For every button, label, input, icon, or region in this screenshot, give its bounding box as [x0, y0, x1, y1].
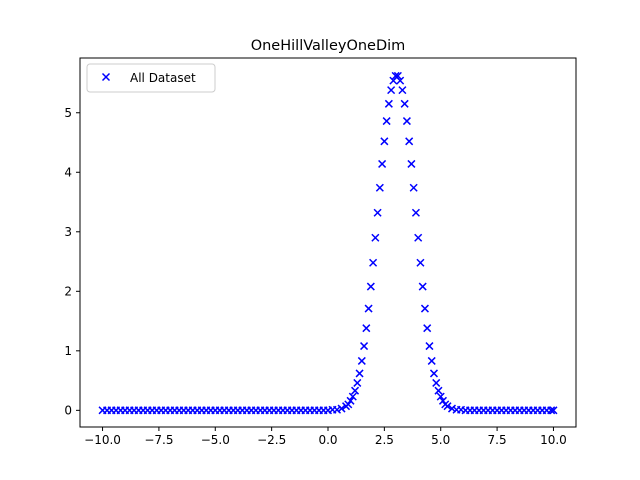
- data-point: [396, 76, 405, 85]
- data-point: [432, 378, 441, 387]
- data-point: [418, 282, 427, 291]
- data-point: [351, 386, 360, 395]
- data-point: [369, 258, 378, 267]
- x-tick-label: 0.0: [318, 433, 337, 447]
- x-tick-label: −2.5: [257, 433, 286, 447]
- data-point: [380, 137, 389, 146]
- axes-frame: [79, 57, 577, 428]
- x-tick-label: −7.5: [144, 433, 173, 447]
- y-tick-label: 5: [64, 106, 72, 120]
- data-point: [427, 356, 436, 365]
- data-point: [547, 406, 556, 415]
- data-point: [364, 304, 373, 313]
- y-axis: 0 1 2 3 4 5: [64, 106, 80, 417]
- legend-marker-x: [101, 72, 111, 82]
- data-point: [414, 233, 423, 242]
- data-point: [411, 208, 420, 217]
- y-tick-label: 1: [64, 344, 72, 358]
- y-tick-label: 3: [64, 225, 72, 239]
- data-point: [373, 208, 382, 217]
- data-point: [393, 71, 402, 80]
- x-tick-label: 5.0: [431, 433, 450, 447]
- legend-box: [86, 63, 216, 93]
- x-tick-label: 7.5: [488, 433, 507, 447]
- data-point: [366, 282, 375, 291]
- data-point: [378, 159, 387, 168]
- data-point: [416, 258, 425, 267]
- data-point: [387, 86, 396, 95]
- data-point: [382, 117, 391, 126]
- x-tick-label: −5.0: [201, 433, 230, 447]
- data-point: [371, 233, 380, 242]
- chart-title: OneHillValleyOneDim: [251, 38, 406, 54]
- data-point: [355, 369, 364, 378]
- data-point: [398, 86, 407, 95]
- data-point: [400, 99, 409, 108]
- legend-marker-glyph: [101, 72, 111, 82]
- data-point: [384, 99, 393, 108]
- data-point: [549, 406, 558, 415]
- x-tick-label: −10.0: [84, 433, 121, 447]
- data-point: [409, 183, 418, 192]
- data-point: [425, 342, 434, 351]
- y-tick-label: 0: [64, 403, 72, 417]
- data-point: [443, 402, 452, 411]
- legend-label: All Dataset: [130, 71, 196, 85]
- data-point: [420, 304, 429, 313]
- data-point: [423, 324, 432, 333]
- data-point: [357, 356, 366, 365]
- x-tick-label: 10.0: [540, 433, 567, 447]
- data-point: [405, 137, 414, 146]
- data-points: [98, 71, 558, 415]
- data-point: [344, 400, 353, 409]
- legend: All Dataset: [86, 63, 216, 93]
- data-point: [402, 117, 411, 126]
- y-tick-label: 4: [64, 165, 72, 179]
- data-point: [337, 404, 346, 413]
- x-axis: −10.0 −7.5 −5.0 −2.5 0.0 2.5 5.0 7.5 10.0: [84, 427, 567, 447]
- y-tick-label: 2: [64, 284, 72, 298]
- data-point: [375, 183, 384, 192]
- data-point: [346, 396, 355, 405]
- data-point: [434, 386, 443, 395]
- data-point: [362, 324, 371, 333]
- data-point: [429, 369, 438, 378]
- data-point: [436, 392, 445, 401]
- data-point: [348, 392, 357, 401]
- data-point: [353, 378, 362, 387]
- data-point: [360, 342, 369, 351]
- x-tick-label: 2.5: [375, 433, 394, 447]
- data-point: [407, 159, 416, 168]
